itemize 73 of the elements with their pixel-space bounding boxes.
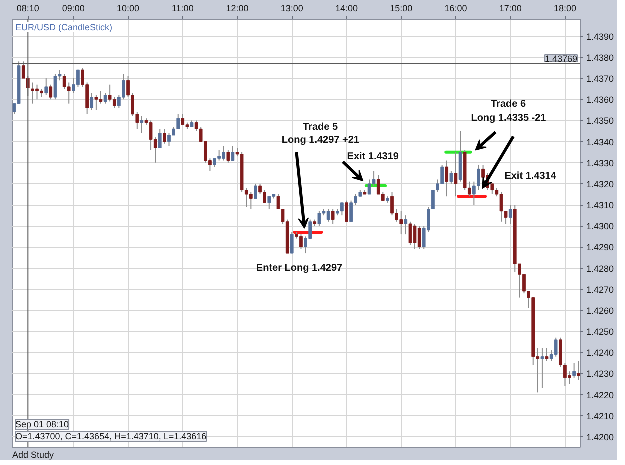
y-tick-label: 1.4360	[586, 95, 614, 106]
candlestick	[572, 362, 576, 378]
y-tick-label: 1.4280	[586, 264, 614, 274]
x-tick-label: 11:00	[172, 4, 194, 14]
y-tick-label: 1.4350	[586, 116, 614, 126]
y-tick-label: 1.4320	[586, 179, 614, 190]
candlestick	[112, 97, 116, 109]
candlestick	[404, 215, 408, 236]
y-tick-label: 1.4300	[586, 222, 614, 232]
candlestick	[318, 210, 322, 227]
annotation: Exit 1.4314	[504, 171, 557, 182]
x-tick-label: 16:00	[444, 4, 468, 14]
y-tick-label: 1.4390	[586, 32, 614, 42]
candlestick	[345, 200, 348, 222]
candlestick	[44, 78, 48, 96]
candlestick	[49, 84, 53, 100]
candlestick	[163, 128, 166, 144]
ref-line-label: 08:10	[16, 4, 40, 14]
chart-title: EUR/USD (CandleStick)	[16, 22, 113, 32]
y-tick-label: 1.4220	[586, 390, 614, 400]
candlestick	[290, 232, 294, 254]
x-tick-label: 15:00	[390, 4, 413, 14]
candlestick	[450, 170, 454, 184]
annotation: O=1.43700, C=1.43654, H=1.43710, L=1.43616	[16, 432, 207, 442]
x-tick-label: 14:00	[335, 4, 358, 14]
x-tick-label: 12:00	[226, 4, 249, 14]
x-tick-label: 09:00	[62, 4, 85, 14]
y-tick-label: 1.4210	[586, 411, 614, 422]
candlestick	[104, 92, 108, 104]
y-tick-label: 1.4310	[586, 200, 614, 211]
x-tick-label: 17:00	[499, 4, 522, 14]
y-tick-label: 1.4330	[586, 158, 614, 168]
x-tick-label: 13:00	[280, 4, 304, 14]
candlestick	[326, 208, 330, 222]
candlestick	[231, 146, 235, 162]
candlestick	[554, 337, 558, 358]
candlestick	[445, 160, 449, 198]
annotation: Long 1.4335 -21	[471, 112, 547, 124]
candlestick	[331, 208, 335, 225]
y-tick-label: 1.4290	[586, 242, 614, 253]
candlestick	[140, 116, 144, 134]
ref-line-label: 1.43769	[544, 54, 578, 64]
candlestick	[90, 92, 94, 111]
candlestick	[508, 204, 512, 225]
candlestick	[158, 128, 162, 149]
annotation: Long 1.4297 +21	[282, 134, 360, 146]
x-tick-label: 18:00	[554, 4, 576, 14]
y-tick-label: 1.4200	[586, 432, 614, 442]
annotation: Trade 6	[490, 99, 526, 110]
y-tick-label: 1.4240	[586, 348, 614, 358]
candlestick	[254, 183, 258, 200]
annotation: Exit 1.4319	[347, 152, 400, 163]
y-tick-label: 1.4380	[586, 52, 614, 63]
y-tick-label: 1.4250	[586, 327, 614, 338]
annotation: Enter Long 1.4297	[256, 263, 344, 274]
y-tick-label: 1.4270	[586, 284, 614, 295]
candlestick	[545, 348, 549, 362]
text: Add Study	[12, 450, 55, 460]
y-tick-label: 1.4230	[586, 369, 614, 380]
y-tick-label: 1.4340	[586, 137, 614, 148]
candlestick	[268, 196, 272, 210]
candlestick	[454, 152, 458, 198]
candlestick	[94, 94, 98, 111]
candlestick	[418, 226, 422, 250]
candlestick	[540, 348, 544, 389]
y-tick-label: 1.4260	[586, 306, 614, 316]
candlestick	[226, 150, 230, 164]
candlestick	[577, 360, 580, 381]
candlestick	[181, 114, 185, 126]
annotation: Trade 5	[302, 122, 338, 133]
annotation: Sep 01 08:10	[16, 420, 70, 430]
y-tick-label: 1.4370	[586, 74, 614, 84]
x-tick-label: 10:00	[117, 4, 140, 14]
